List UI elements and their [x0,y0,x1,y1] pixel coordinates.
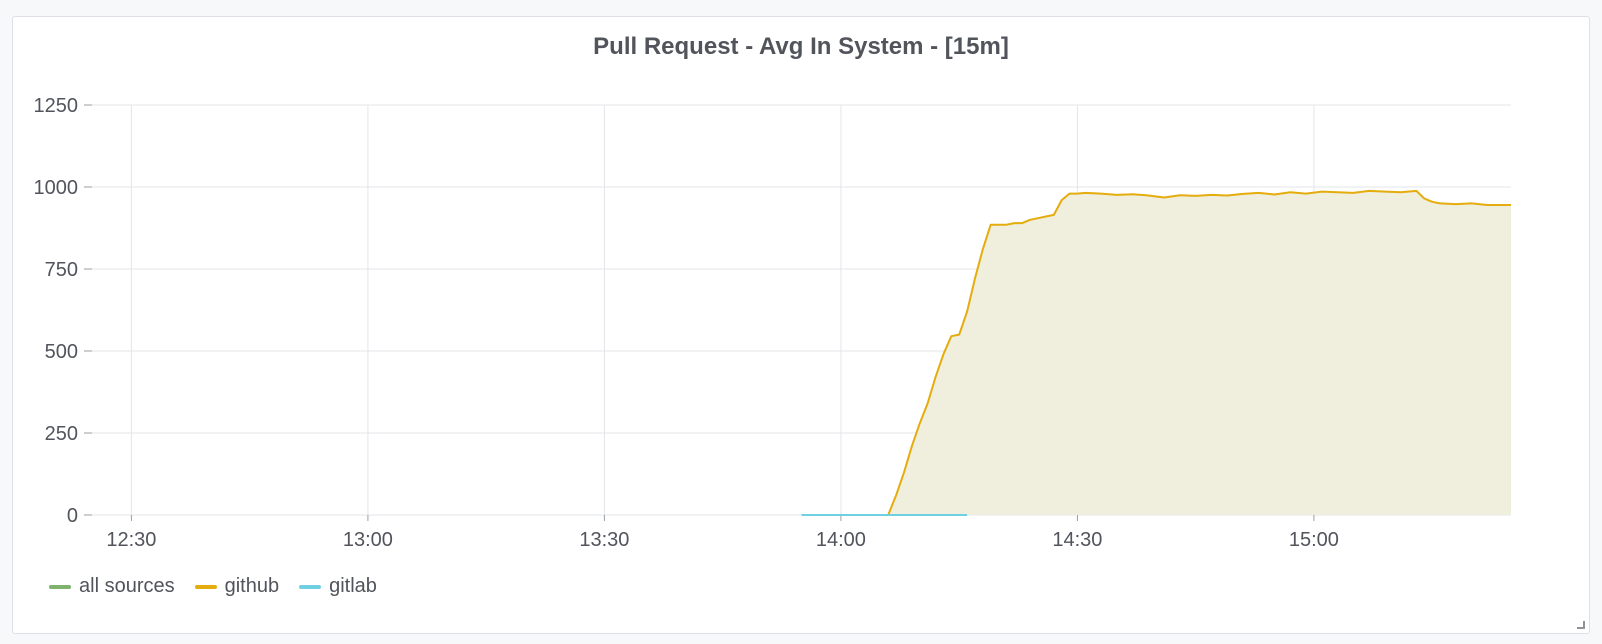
y-tick-label: 0 [67,505,78,527]
legend-label-github[interactable]: github [225,575,280,598]
series-area-github [888,191,1511,515]
legend-item-github[interactable]: github [195,575,280,598]
y-tick-label: 1250 [34,95,79,117]
graph-panel: Pull Request - Avg In System - [15m] 0 25… [12,16,1590,634]
legend-swatch-gitlab [299,585,321,589]
x-tick-label: 13:00 [343,529,393,551]
x-tick-label: 15:00 [1289,529,1339,551]
x-tick-label: 14:00 [816,529,866,551]
legend: all sources github gitlab [49,575,397,598]
x-axis: 12:30 13:00 13:30 14:00 14:30 15:00 [106,529,1339,551]
y-axis: 0 250 500 750 1000 1250 [34,95,79,527]
chart-series [802,191,1512,515]
legend-item-all-sources[interactable]: all sources [49,575,175,598]
legend-label-all-sources[interactable]: all sources [79,575,175,598]
y-tick-label: 750 [45,259,78,281]
resize-handle-icon[interactable] [1577,621,1585,629]
x-tick-label: 13:30 [579,529,629,551]
legend-item-gitlab[interactable]: gitlab [299,575,377,598]
legend-swatch-all-sources [49,585,71,589]
legend-swatch-github [195,585,217,589]
x-tick-label: 12:30 [106,529,156,551]
y-tick-label: 500 [45,341,78,363]
y-tick-label: 1000 [34,177,79,199]
y-tick-label: 250 [45,423,78,445]
legend-label-gitlab[interactable]: gitlab [329,575,377,598]
x-tick-label: 14:30 [1052,529,1102,551]
